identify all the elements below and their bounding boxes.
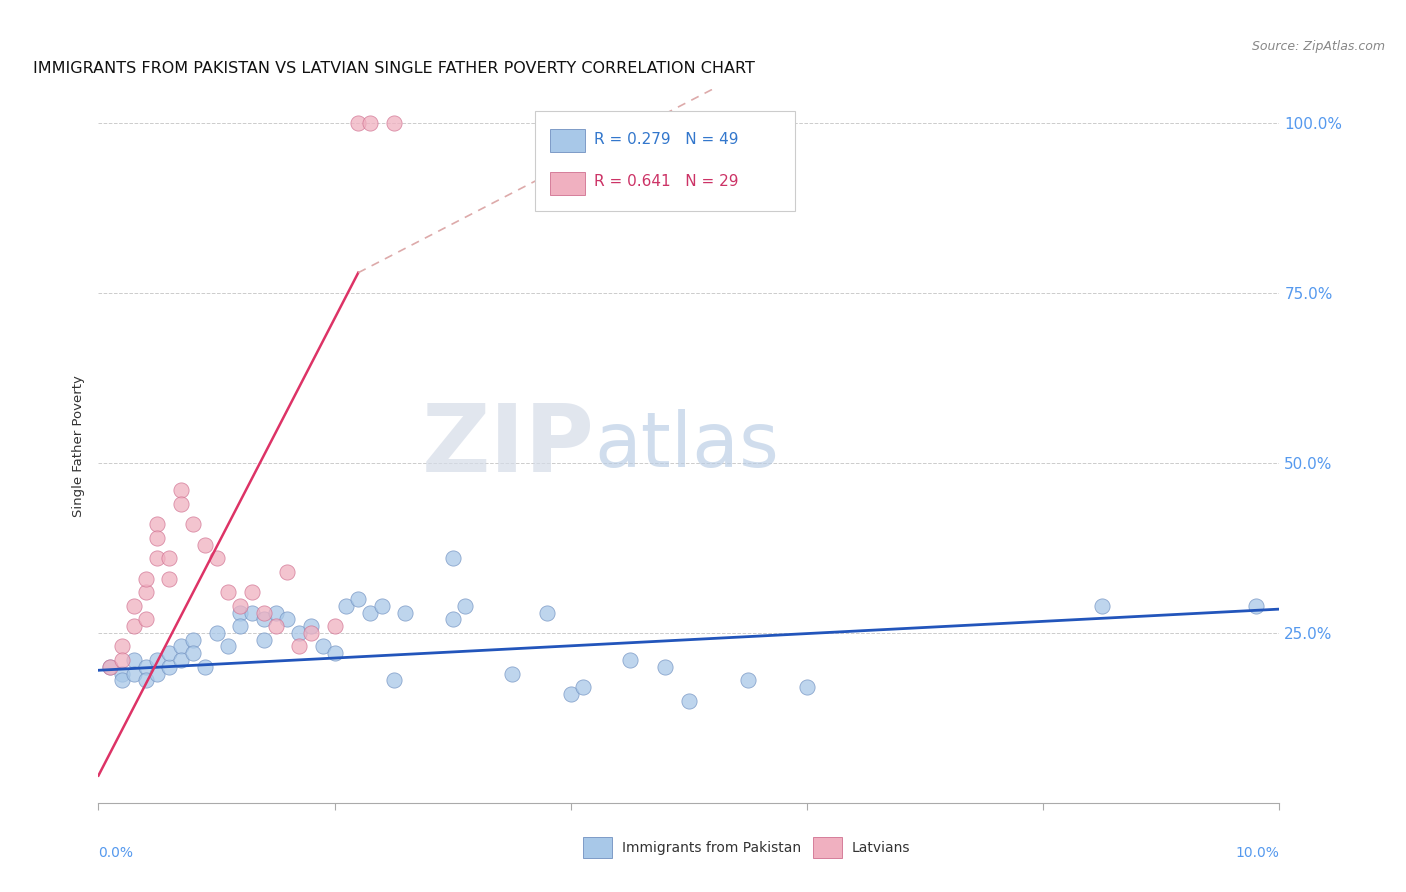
Point bbox=[371, 599, 394, 613]
Point bbox=[737, 673, 759, 688]
Text: Source: ZipAtlas.com: Source: ZipAtlas.com bbox=[1251, 40, 1385, 54]
Point bbox=[394, 606, 416, 620]
Point bbox=[135, 612, 157, 626]
Point bbox=[299, 626, 322, 640]
Point bbox=[157, 572, 180, 586]
Text: Latvians: Latvians bbox=[852, 841, 911, 855]
Point bbox=[560, 687, 582, 701]
Point bbox=[359, 116, 381, 130]
Text: IMMIGRANTS FROM PAKISTAN VS LATVIAN SINGLE FATHER POVERTY CORRELATION CHART: IMMIGRANTS FROM PAKISTAN VS LATVIAN SING… bbox=[34, 61, 755, 76]
Point bbox=[240, 585, 263, 599]
Point bbox=[205, 551, 228, 566]
Point bbox=[98, 660, 121, 674]
Point bbox=[181, 517, 204, 532]
Point bbox=[536, 606, 558, 620]
Point bbox=[194, 537, 217, 551]
Point bbox=[111, 666, 134, 681]
Point bbox=[264, 606, 287, 620]
Point bbox=[146, 666, 169, 681]
Point bbox=[122, 619, 145, 633]
Point bbox=[441, 612, 464, 626]
Point bbox=[146, 653, 169, 667]
Point bbox=[288, 626, 311, 640]
Point bbox=[98, 660, 121, 674]
Text: Immigrants from Pakistan: Immigrants from Pakistan bbox=[621, 841, 801, 855]
Point bbox=[111, 673, 134, 688]
Point bbox=[382, 116, 405, 130]
Point bbox=[571, 680, 593, 694]
Point bbox=[1091, 599, 1114, 613]
Point bbox=[181, 646, 204, 660]
Point bbox=[170, 483, 193, 498]
Point bbox=[135, 585, 157, 599]
Point bbox=[146, 531, 169, 545]
Point bbox=[382, 673, 405, 688]
Point bbox=[453, 599, 475, 613]
Point bbox=[217, 585, 239, 599]
FancyBboxPatch shape bbox=[813, 837, 842, 858]
Point bbox=[122, 666, 145, 681]
Point bbox=[229, 599, 252, 613]
Point bbox=[678, 694, 700, 708]
Text: R = 0.641   N = 29: R = 0.641 N = 29 bbox=[595, 175, 740, 189]
FancyBboxPatch shape bbox=[536, 111, 796, 211]
Point bbox=[253, 606, 276, 620]
Point bbox=[157, 660, 180, 674]
Point bbox=[323, 646, 346, 660]
Point bbox=[347, 591, 370, 606]
Point bbox=[323, 619, 346, 633]
Point bbox=[276, 612, 298, 626]
Point bbox=[122, 599, 145, 613]
Point bbox=[347, 116, 370, 130]
Point bbox=[146, 517, 169, 532]
Point bbox=[501, 666, 523, 681]
Y-axis label: Single Father Poverty: Single Father Poverty bbox=[72, 375, 86, 517]
Point bbox=[157, 646, 180, 660]
Text: R = 0.279   N = 49: R = 0.279 N = 49 bbox=[595, 132, 740, 146]
Point bbox=[253, 632, 276, 647]
Point bbox=[264, 619, 287, 633]
Point bbox=[253, 612, 276, 626]
Point bbox=[170, 640, 193, 654]
Point bbox=[205, 626, 228, 640]
Point bbox=[335, 599, 357, 613]
Text: ZIP: ZIP bbox=[422, 400, 595, 492]
Point bbox=[170, 653, 193, 667]
FancyBboxPatch shape bbox=[550, 129, 585, 152]
Point bbox=[111, 653, 134, 667]
Text: 0.0%: 0.0% bbox=[98, 846, 134, 860]
Point bbox=[312, 640, 335, 654]
Point bbox=[654, 660, 676, 674]
Point bbox=[288, 640, 311, 654]
Point bbox=[135, 660, 157, 674]
Point bbox=[111, 640, 134, 654]
Point bbox=[122, 653, 145, 667]
Point bbox=[157, 551, 180, 566]
Point bbox=[276, 565, 298, 579]
FancyBboxPatch shape bbox=[582, 837, 612, 858]
Text: 10.0%: 10.0% bbox=[1236, 846, 1279, 860]
Point bbox=[170, 497, 193, 511]
Point bbox=[135, 673, 157, 688]
Point bbox=[194, 660, 217, 674]
Point bbox=[229, 619, 252, 633]
FancyBboxPatch shape bbox=[550, 172, 585, 194]
Point bbox=[619, 653, 641, 667]
Point bbox=[359, 606, 381, 620]
Point bbox=[796, 680, 818, 694]
Point bbox=[441, 551, 464, 566]
Text: atlas: atlas bbox=[595, 409, 779, 483]
Point bbox=[1244, 599, 1267, 613]
Point bbox=[240, 606, 263, 620]
Point bbox=[181, 632, 204, 647]
Point bbox=[135, 572, 157, 586]
Point bbox=[299, 619, 322, 633]
Point bbox=[146, 551, 169, 566]
Point bbox=[217, 640, 239, 654]
Point bbox=[229, 606, 252, 620]
